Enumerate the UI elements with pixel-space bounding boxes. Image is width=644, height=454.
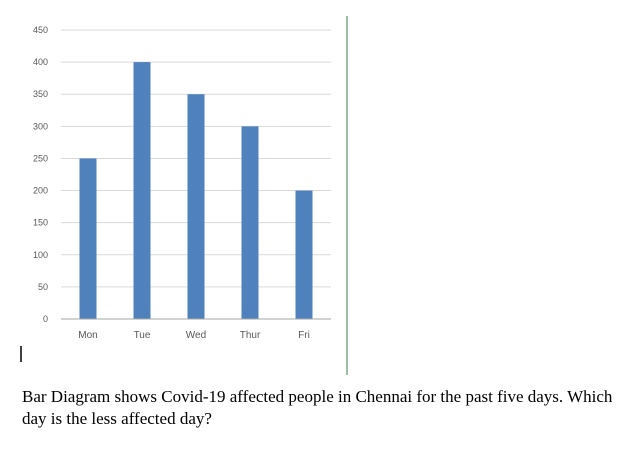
bars bbox=[79, 62, 313, 319]
y-tick-label: 100 bbox=[33, 250, 48, 260]
y-tick-label: 350 bbox=[33, 89, 48, 99]
bar-mon bbox=[79, 158, 97, 319]
bar-tue bbox=[133, 62, 151, 319]
y-tick-label: 0 bbox=[43, 314, 48, 324]
question-caption: Bar Diagram shows Covid-19 affected peop… bbox=[22, 387, 613, 428]
y-tick-label: 50 bbox=[38, 282, 48, 292]
x-category-label: Thur bbox=[240, 330, 261, 341]
y-tick-label: 300 bbox=[33, 121, 48, 131]
x-category-label: Fri bbox=[298, 330, 310, 341]
x-category-label: Wed bbox=[186, 330, 206, 341]
x-category-label: Tue bbox=[134, 330, 151, 341]
y-tick-label: 200 bbox=[33, 186, 48, 196]
bar-thur bbox=[241, 126, 259, 319]
y-tick-label: 400 bbox=[33, 57, 48, 67]
bar-fri bbox=[295, 190, 313, 319]
x-category-label: Mon bbox=[78, 330, 97, 341]
bar-wed bbox=[187, 94, 205, 319]
y-tick-label: 450 bbox=[33, 25, 48, 35]
y-tick-label: 150 bbox=[33, 218, 48, 228]
y-tick-label: 250 bbox=[33, 153, 48, 163]
y-axis-tick-labels: 0 50 100 150 200 250 300 350 400 450 bbox=[33, 25, 48, 324]
x-axis-category-labels: Mon Tue Wed Thur Fri bbox=[78, 330, 310, 341]
